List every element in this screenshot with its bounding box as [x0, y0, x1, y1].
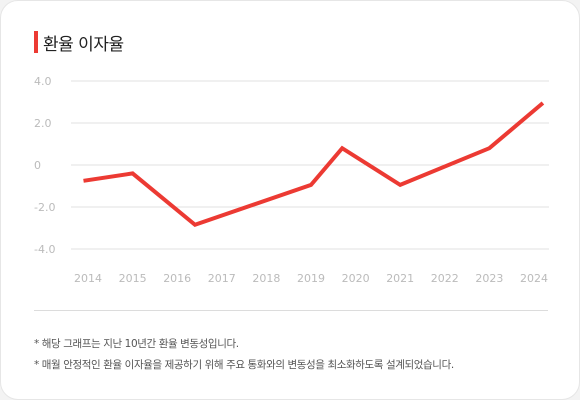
x-tick-label: 2021 [386, 272, 414, 285]
x-tick-label: 2019 [297, 272, 325, 285]
x-tick-label: 2014 [74, 272, 102, 285]
chart-title: 환율 이자율 [43, 35, 124, 55]
x-tick-label: 2017 [208, 272, 236, 285]
y-tick-label: 4.0 [34, 75, 52, 88]
line-chart: 4.0 2.0 0 -2.0 -4.0 2014 2015 2016 2017 2018 2019 2… [34, 75, 549, 285]
y-tick-label: -2.0 [34, 201, 55, 214]
title-accent-bar [34, 31, 38, 53]
y-tick-label: 0 [34, 159, 41, 172]
x-tick-label: 2020 [342, 272, 370, 285]
x-tick-label: 2016 [163, 272, 191, 285]
y-tick-label: -4.0 [34, 243, 55, 256]
footnote-1: * 해당 그래프는 지난 10년간 환율 변동성입니다. [34, 338, 239, 350]
footnote-2: * 매월 안정적인 환율 이자율을 제공하기 위해 주요 통화와의 변동성을 최… [34, 359, 454, 371]
x-tick-label: 2015 [119, 272, 147, 285]
series-line [83, 101, 545, 228]
x-tick-label: 2024 [520, 272, 548, 285]
x-tick-label: 2018 [252, 272, 280, 285]
divider [34, 310, 548, 311]
x-tick-label: 2022 [431, 272, 459, 285]
y-tick-label: 2.0 [34, 117, 52, 130]
x-tick-label: 2023 [475, 272, 503, 285]
